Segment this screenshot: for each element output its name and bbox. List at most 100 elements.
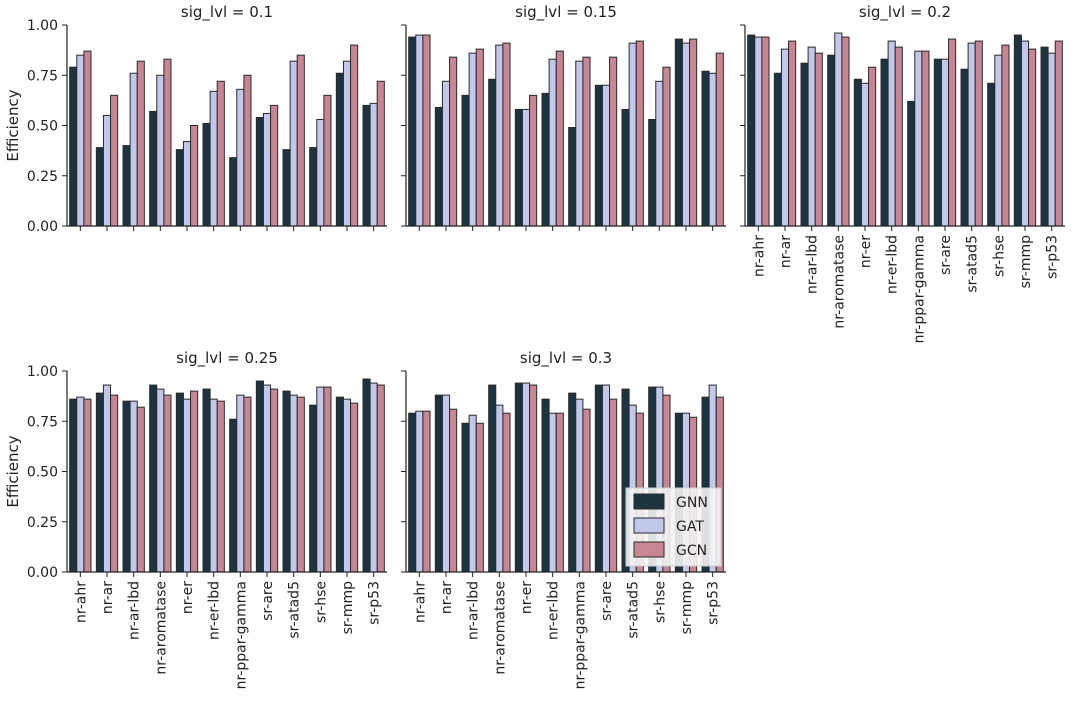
bar-gcn-nr-ar-lbd: GCN nr-ar-lbd: 0.82 [136,406,145,573]
bar-gat-nr-er-lbd: GAT nr-er-lbd: 0.92 [887,40,896,227]
bar-gcn-nr-ppar-gamma: GCN nr-ppar-gamma: 0.84 [582,56,591,227]
bar-gnn-nr-ahr: GNN nr-ahr: 0.79 [408,412,417,573]
bar-gcn-nr-er-lbd: GCN nr-er-lbd: 0.79 [555,412,564,573]
bar-gnn-nr-er-lbd: GNN nr-er-lbd: 0.83 [880,58,889,227]
bar-gnn-sr-p53: GNN sr-p53: 0.77 [701,70,710,227]
y-tick-label: 0.75 [27,68,58,84]
panel-title: sig_lvl = 0.15 [515,3,617,22]
bar-gnn-nr-er: GNN nr-er: 0.58 [514,108,523,227]
x-tick-label: sr-are [260,581,276,621]
bar-gat-nr-er: GAT nr-er: 0.94 [521,382,531,573]
x-tick-label: sr-mmp [340,581,356,634]
bar-gat-nr-ar: GAT nr-ar: 0.88 [780,48,790,227]
bar-gcn-nr-er: GCN nr-er: 0.5 [190,125,199,227]
bar-gnn-nr-er: GNN nr-er: 0.94 [514,382,523,573]
bar-gat-sr-mmp: GAT sr-mmp: 0.91 [681,42,691,227]
x-tick-label: nr-er [180,581,196,614]
bar-gnn-nr-er: GNN nr-er: 0.89 [175,392,184,573]
bar-gnn-nr-er-lbd: GNN nr-er-lbd: 0.91 [202,388,211,573]
bar-gcn-sr-are: GCN sr-are: 0.86 [609,398,618,573]
bar-gcn-nr-ahr: GCN nr-ahr: 0.94 [761,36,770,227]
bar-gat-nr-aromatase: GAT nr-aromatase: 0.91 [156,388,165,573]
bar-gcn-nr-er: GCN nr-er: 0.93 [529,384,538,573]
bar-gcn-nr-ar: GCN nr-ar: 0.65 [110,94,119,227]
bar-gnn-nr-ppar-gamma: GNN nr-ppar-gamma: 0.49 [568,127,577,227]
bar-gnn-sr-hse: GNN sr-hse: 0.53 [648,118,657,227]
bar-gnn-sr-mmp: GNN sr-mmp: 0.87 [335,396,344,573]
legend-label-gat: GAT [676,519,704,535]
bar-gcn-sr-p53: GCN sr-p53: 0.93 [376,384,385,573]
bar-gcn-nr-er-lbd: GCN nr-er-lbd: 0.87 [555,50,564,227]
bar-gcn-sr-p53: GCN sr-p53: 0.72 [376,80,385,227]
bar-gcn-nr-er-lbd: GCN nr-er-lbd: 0.72 [216,80,225,227]
bar-gat-nr-ppar-gamma: GAT nr-ppar-gamma: 0.82 [575,60,584,227]
x-tick-label: nr-er [519,581,535,614]
bar-gnn-nr-ar-lbd: GNN nr-ar-lbd: 0.65 [461,94,470,227]
bar-gcn-sr-atad5: GCN sr-atad5: 0.85 [296,54,305,227]
bar-gnn-nr-aromatase: GNN nr-aromatase: 0.73 [488,78,497,227]
bar-gat-sr-atad5: GAT sr-atad5: 0.91 [967,42,976,227]
bar-gcn-nr-aromatase: GCN nr-aromatase: 0.94 [841,36,850,227]
bar-gcn-nr-ar: GCN nr-ar: 0.88 [110,394,119,573]
bar-gcn-nr-er: GCN nr-er: 0.9 [190,390,199,573]
bar-gat-nr-er-lbd: GAT nr-er-lbd: 0.83 [548,58,557,227]
bar-gnn-nr-ar-lbd: GNN nr-ar-lbd: 0.85 [122,400,131,573]
bar-gcn-nr-ppar-gamma: GCN nr-ppar-gamma: 0.87 [243,396,252,573]
bar-gnn-nr-ar-lbd: GNN nr-ar-lbd: 0.4 [122,145,131,227]
bar-gat-nr-aromatase: GAT nr-aromatase: 0.96 [834,32,843,227]
x-tick-label: nr-ar [100,581,116,614]
y-tick-label: 0.75 [27,414,58,430]
bar-gat-sr-are: GAT sr-are: 0.56 [262,112,272,227]
y-tick-label: 0.50 [27,465,58,481]
bar-gnn-sr-p53: GNN sr-p53: 0.89 [1040,46,1049,227]
bar-gat-nr-ppar-gamma: GAT nr-ppar-gamma: 0.87 [914,50,923,227]
bar-gat-nr-ahr: GAT nr-ahr: 0.85 [76,54,85,227]
bar-gnn-nr-aromatase: GNN nr-aromatase: 0.93 [149,384,158,573]
x-tick-label: nr-er-lbd [546,581,562,640]
bar-gcn-sr-hse: GCN sr-hse: 0.9 [1001,44,1010,227]
bar-gnn-sr-atad5: GNN sr-atad5: 0.78 [960,68,969,227]
bar-gat-nr-ahr: GAT nr-ahr: 0.8 [415,410,424,573]
bar-gcn-sr-atad5: GCN sr-atad5: 0.92 [635,40,644,227]
bar-gat-nr-ar: GAT nr-ar: 0.55 [102,114,112,227]
bar-gcn-sr-atad5: GCN sr-atad5: 0.92 [974,40,983,227]
bar-gnn-sr-are: GNN sr-are: 0.54 [255,116,264,227]
bar-gat-nr-aromatase: GAT nr-aromatase: 0.9 [495,44,504,227]
x-tick-label: sr-p53 [1045,235,1061,279]
panel-title: sig_lvl = 0.3 [520,349,612,368]
bar-gcn-nr-ahr: GCN nr-ahr: 0.87 [83,50,92,227]
bar-gcn-sr-p53: GCN sr-p53: 0.92 [1054,40,1063,227]
y-tick-label: 0.00 [27,219,58,235]
x-tick-label: nr-er-lbd [207,581,223,640]
bar-gcn-sr-are: GCN sr-are: 0.6 [270,104,279,227]
bar-gnn-sr-p53: GNN sr-p53: 0.6 [362,104,371,227]
y-axis-label: Efficiency [4,89,22,161]
legend-swatch-gat [633,517,665,534]
x-tick-label: sr-are [599,581,615,621]
bar-gat-nr-aromatase: GAT nr-aromatase: 0.75 [156,74,165,227]
bar-gat-nr-ppar-gamma: GAT nr-ppar-gamma: 0.88 [236,394,245,573]
bar-gat-nr-er: GAT nr-er: 0.42 [182,141,192,227]
bar-gnn-nr-ahr: GNN nr-ahr: 0.79 [69,66,78,227]
bar-gcn-sr-hse: GCN sr-hse: 0.79 [662,66,671,227]
panel-title: sig_lvl = 0.2 [859,3,951,22]
bar-gnn-nr-ar: GNN nr-ar: 0.59 [434,106,443,227]
bar-gcn-sr-hse: GCN sr-hse: 0.65 [323,94,332,227]
bar-gcn-sr-are: GCN sr-are: 0.93 [948,38,957,227]
bar-gat-nr-ppar-gamma: GAT nr-ppar-gamma: 0.68 [236,88,245,227]
bar-gat-nr-ar-lbd: GAT nr-ar-lbd: 0.89 [807,46,816,227]
bar-gnn-nr-ppar-gamma: GNN nr-ppar-gamma: 0.76 [229,418,238,573]
panel-title: sig_lvl = 0.25 [176,349,278,368]
x-tick-label: sr-mmp [1018,235,1034,288]
bar-gat-nr-ahr: GAT nr-ahr: 0.95 [415,34,424,227]
y-tick-label: 0.50 [27,119,58,135]
bar-gat-sr-hse: GAT sr-hse: 0.92 [316,386,325,573]
bar-gcn-nr-aromatase: GCN nr-aromatase: 0.79 [502,412,511,573]
bar-gat-sr-p53: GAT sr-p53: 0.86 [1047,52,1056,227]
bar-gnn-sr-are: GNN sr-are: 0.93 [594,384,603,573]
bar-gnn-nr-ar-lbd: GNN nr-ar-lbd: 0.81 [800,62,809,227]
x-tick-label: nr-ar [439,581,455,614]
bar-gnn-nr-er-lbd: GNN nr-er-lbd: 0.66 [541,92,550,227]
bar-gnn-nr-ar: GNN nr-ar: 0.39 [95,147,104,227]
